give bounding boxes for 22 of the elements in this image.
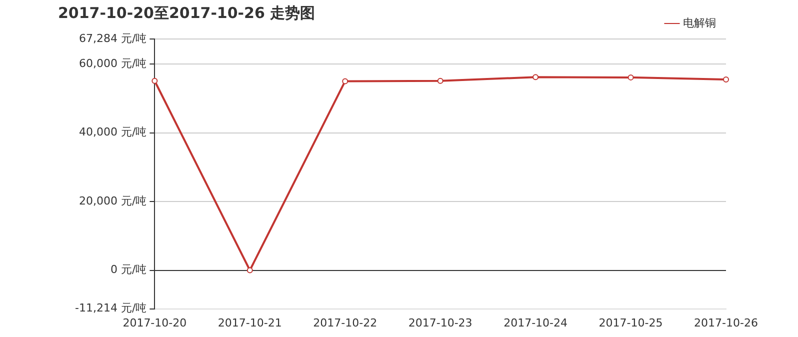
point xyxy=(437,78,444,84)
point xyxy=(342,78,348,84)
y-tick-label: 67,284 元/吨 xyxy=(78,32,147,45)
x-tick-label: 2017-10-26 xyxy=(694,316,758,330)
x-tick-label: 2017-10-24 xyxy=(504,316,568,330)
y-tick-label: 40,000 元/吨 xyxy=(78,126,147,139)
point xyxy=(152,78,158,84)
point xyxy=(532,74,539,80)
point xyxy=(723,76,729,82)
x-tick-label: 2017-10-20 xyxy=(122,316,187,330)
x-tick-label: 2017-10-23 xyxy=(408,316,472,330)
point xyxy=(246,267,253,274)
x-tick-label: 2017-10-21 xyxy=(218,316,282,330)
y-tick-label: 0 元/吨 xyxy=(110,263,147,276)
y-tick-label: 20,000 元/吨 xyxy=(78,194,147,208)
point xyxy=(628,74,634,80)
y-tick-label: 60,000 元/吨 xyxy=(78,56,147,70)
chart-title: 2017-10-20至2017-10-26 走势图 xyxy=(58,4,316,23)
y-tick-label: -11,214 元/吨 xyxy=(74,302,147,315)
legend-label: 电解铜 xyxy=(683,16,716,30)
x-tick-label: 2017-10-25 xyxy=(598,316,663,330)
x-tick-label: 2017-10-22 xyxy=(313,316,378,330)
